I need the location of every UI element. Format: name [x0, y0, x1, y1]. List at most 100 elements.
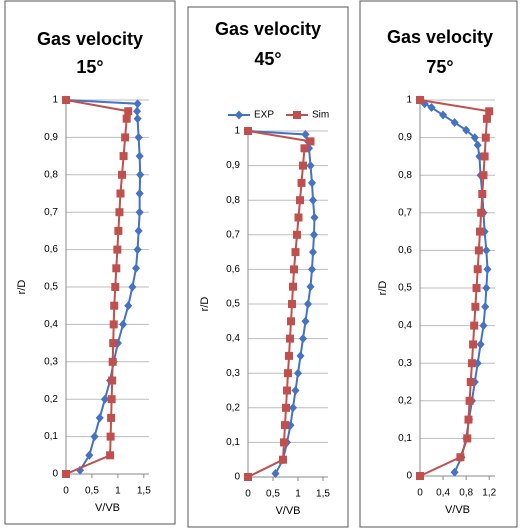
- point: [472, 284, 481, 292]
- y-tick-label: 0,6: [398, 245, 412, 256]
- point: [416, 472, 424, 480]
- point: [291, 248, 300, 257]
- point: [450, 118, 459, 128]
- point: [115, 208, 124, 217]
- x-tick-label: 0: [417, 488, 423, 499]
- chart-title: Gas velocity: [215, 19, 321, 39]
- point: [279, 455, 287, 464]
- y-tick-label: 0,3: [226, 368, 240, 379]
- point: [306, 282, 315, 292]
- point: [294, 213, 303, 222]
- point: [133, 99, 142, 109]
- point: [465, 396, 474, 405]
- y-axis-label: r/D: [377, 281, 389, 296]
- point: [85, 450, 94, 460]
- y-tick-label: 0,2: [44, 394, 58, 405]
- point: [112, 264, 121, 273]
- y-tick-label: 0,3: [398, 358, 412, 369]
- point: [296, 196, 304, 205]
- y-tick-label: 0,7: [398, 207, 412, 218]
- x-axis-label: V/VB: [445, 504, 470, 516]
- point: [310, 213, 319, 222]
- y-tick-label: 0: [234, 472, 240, 483]
- point: [464, 415, 473, 424]
- point: [463, 434, 472, 443]
- point: [291, 386, 300, 395]
- point: [296, 351, 305, 361]
- y-tick-label: 0,2: [226, 402, 240, 413]
- point: [119, 152, 128, 161]
- point: [306, 137, 315, 146]
- y-tick-label: 0: [52, 469, 58, 480]
- point: [281, 421, 289, 430]
- point: [108, 376, 117, 385]
- point: [285, 351, 293, 360]
- point: [283, 386, 291, 395]
- point: [481, 133, 490, 142]
- y-tick-label: 0,5: [226, 299, 240, 310]
- point: [122, 114, 131, 123]
- y-tick-label: 0,2: [398, 395, 412, 406]
- x-tick-label: 0,4: [436, 488, 450, 499]
- point: [100, 394, 109, 404]
- point: [471, 302, 480, 311]
- y-tick-label: 0,6: [44, 244, 58, 255]
- point: [62, 470, 70, 478]
- x-tick-label: 0: [245, 489, 251, 500]
- point: [469, 340, 478, 349]
- point: [110, 301, 119, 310]
- y-tick-label: 0,1: [398, 433, 412, 444]
- point: [108, 357, 117, 366]
- point: [310, 230, 318, 240]
- y-tick-label: 0,8: [398, 170, 412, 181]
- legend-label: Sim: [312, 110, 329, 121]
- point: [107, 395, 116, 404]
- y-tick-label: 1: [52, 95, 58, 106]
- point: [309, 195, 317, 205]
- point: [121, 133, 130, 142]
- point: [124, 107, 133, 116]
- point: [476, 339, 485, 349]
- y-tick-label: 0,3: [44, 356, 58, 367]
- point: [113, 245, 122, 254]
- point: [135, 189, 144, 198]
- point: [133, 106, 142, 116]
- point: [483, 264, 492, 274]
- point: [116, 189, 125, 198]
- point: [456, 453, 465, 462]
- point: [282, 403, 290, 412]
- y-tick-label: 0,1: [226, 437, 240, 448]
- point: [109, 320, 118, 329]
- point: [301, 316, 310, 326]
- point: [473, 265, 482, 274]
- point: [95, 413, 104, 423]
- point: [304, 299, 312, 309]
- point: [485, 107, 494, 116]
- point: [450, 467, 459, 477]
- point: [235, 110, 243, 120]
- point: [128, 282, 137, 292]
- point: [134, 226, 143, 236]
- series-line: [419, 99, 491, 477]
- point: [476, 227, 484, 236]
- point: [119, 319, 128, 329]
- y-tick-label: 0,4: [398, 320, 412, 331]
- point: [135, 207, 144, 217]
- point: [244, 127, 252, 135]
- point: [114, 226, 123, 235]
- point: [294, 368, 302, 378]
- point: [477, 208, 486, 217]
- y-tick-label: 0,5: [398, 283, 412, 294]
- point: [244, 473, 252, 481]
- point: [132, 263, 141, 273]
- point: [462, 125, 471, 135]
- y-tick-label: 1: [234, 126, 240, 137]
- point: [300, 144, 309, 153]
- point: [473, 140, 482, 150]
- point: [293, 230, 301, 239]
- point: [133, 114, 142, 124]
- point: [306, 161, 315, 171]
- point: [289, 282, 297, 291]
- y-tick-label: 0,1: [44, 431, 58, 442]
- x-tick-label: 0: [63, 486, 69, 497]
